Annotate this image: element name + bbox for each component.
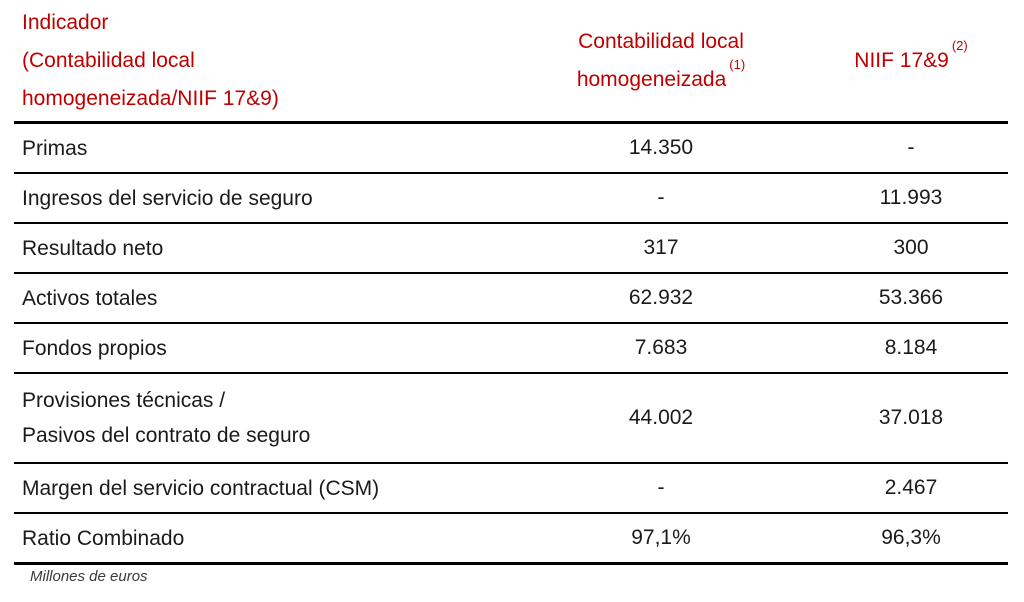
header-indicator-label: Indicador (Contabilidad local homogeneiz… — [22, 10, 279, 110]
row-label: Provisiones técnicas / Pasivos del contr… — [22, 389, 311, 447]
header-local-accounting-label: Contabilidad local homogeneizada — [576, 29, 744, 91]
units-note: Millones de euros — [30, 568, 148, 585]
value-niif: 53.366 — [878, 286, 944, 309]
table-row: Ratio Combinado 97,1% 96,3% — [14, 514, 1008, 565]
header-niif-label: NIIF 17&9 — [854, 48, 949, 72]
row-label: Resultado neto — [22, 236, 164, 260]
header-niif: NIIF 17&9(2) — [814, 0, 1008, 121]
table-row: Ingresos del servicio de seguro - 11.993 — [14, 174, 1008, 224]
value-niif: - — [907, 136, 915, 159]
table-row: Primas 14.350 - — [14, 124, 1008, 174]
row-label: Ingresos del servicio de seguro — [22, 186, 313, 210]
value-local: - — [657, 476, 665, 499]
table-row: Provisiones técnicas / Pasivos del contr… — [14, 374, 1008, 464]
value-local: 97,1% — [631, 526, 691, 549]
footnote-ref-1: (1) — [729, 56, 746, 72]
value-niif: 11.993 — [879, 186, 943, 209]
row-label: Margen del servicio contractual (CSM) — [22, 476, 380, 500]
row-label: Activos totales — [22, 286, 158, 310]
value-local: 44.002 — [628, 406, 694, 429]
footnote-ref-2: (2) — [951, 37, 968, 53]
table-row: Resultado neto 317 300 — [14, 224, 1008, 274]
value-niif: 2.467 — [884, 476, 938, 499]
value-niif: 37.018 — [878, 406, 944, 429]
header-local-accounting: Contabilidad local homogeneizada(1) — [508, 0, 814, 121]
value-local: - — [657, 186, 665, 209]
value-local: 7.683 — [634, 336, 688, 359]
value-local: 62.932 — [628, 286, 694, 309]
table-row: Activos totales 62.932 53.366 — [14, 274, 1008, 324]
row-label: Ratio Combinado — [22, 526, 185, 550]
value-niif: 96,3% — [881, 526, 941, 549]
table-header-row: Indicador (Contabilidad local homogeneiz… — [14, 0, 1008, 124]
indicators-comparison-table: Indicador (Contabilidad local homogeneiz… — [14, 0, 1008, 565]
row-label: Fondos propios — [22, 336, 167, 360]
row-label: Primas — [22, 136, 88, 160]
table-row: Fondos propios 7.683 8.184 — [14, 324, 1008, 374]
value-niif: 300 — [893, 236, 929, 259]
value-local: 14.350 — [628, 136, 694, 159]
value-local: 317 — [643, 236, 679, 259]
value-niif: 8.184 — [884, 336, 938, 359]
header-indicator: Indicador (Contabilidad local homogeneiz… — [14, 0, 508, 121]
table-row: Margen del servicio contractual (CSM) - … — [14, 464, 1008, 514]
